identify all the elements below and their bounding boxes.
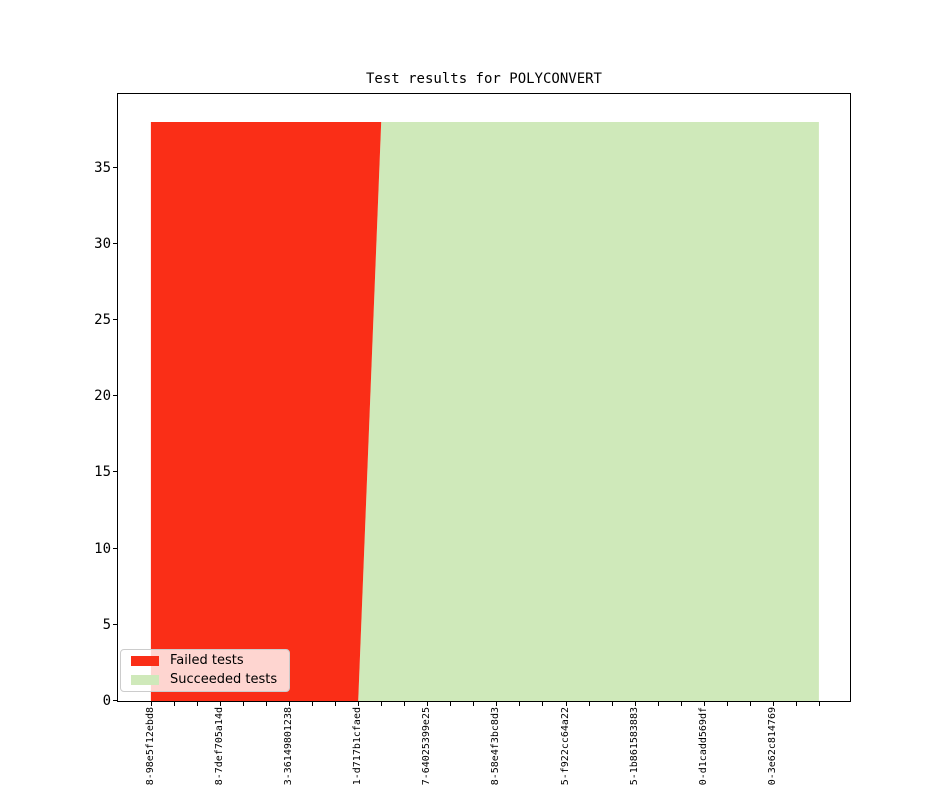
x-tick-label: 8-58e4f3bc8d3 [490, 707, 501, 786]
x-tick [566, 702, 567, 706]
x-tick [542, 702, 543, 706]
x-tick [750, 702, 751, 706]
x-tick-label: 8-7def705a14d [214, 707, 225, 786]
x-tick [381, 702, 382, 706]
y-tick [113, 471, 117, 472]
x-tick [658, 702, 659, 706]
y-tick-label: 30 [94, 236, 111, 252]
y-tick-label: 5 [102, 617, 111, 633]
x-tick [335, 702, 336, 706]
x-tick-label: 5-f922cc64a22 [560, 707, 571, 786]
legend-swatch-0 [131, 656, 159, 666]
x-tick [796, 702, 797, 706]
x-tick [473, 702, 474, 706]
x-tick [681, 702, 682, 706]
x-tick [312, 702, 313, 706]
failed-area [150, 122, 819, 701]
x-tick [727, 702, 728, 706]
x-tick [427, 702, 428, 706]
x-tick [450, 702, 451, 706]
legend-swatch-1 [131, 675, 159, 685]
y-tick [113, 624, 117, 625]
x-tick [220, 702, 221, 706]
y-tick-label: 35 [94, 160, 111, 176]
legend-item-succeeded: Succeeded tests [131, 672, 289, 688]
x-tick [197, 702, 198, 706]
x-tick [266, 702, 267, 706]
y-tick-label: 10 [94, 541, 111, 557]
x-tick [612, 702, 613, 706]
x-tick-label: 0-d1cadd569df [698, 707, 709, 786]
legend-item-failed: Failed tests [131, 653, 289, 669]
x-tick [773, 702, 774, 706]
x-tick [289, 702, 290, 706]
legend-label-failed: Failed tests [170, 653, 244, 668]
x-tick [151, 702, 152, 706]
x-tick [243, 702, 244, 706]
y-tick [113, 395, 117, 396]
x-tick [496, 702, 497, 706]
x-tick-label: 1-d717b1cfaed [352, 707, 363, 786]
x-tick-label: 0-3e62c814769 [767, 707, 778, 786]
x-tick [404, 702, 405, 706]
x-tick [174, 702, 175, 706]
y-tick [113, 243, 117, 244]
x-tick [589, 702, 590, 706]
x-tick [358, 702, 359, 706]
x-tick-label: 5-1b861583883 [629, 707, 640, 786]
x-tick-label: 8-98e5f12ebd8 [145, 707, 156, 786]
plot-area [117, 93, 851, 702]
y-tick [113, 548, 117, 549]
legend: Failed tests Succeeded tests [120, 649, 290, 692]
x-tick-label: 7-64025399e25 [421, 707, 432, 786]
x-tick [819, 702, 820, 706]
y-tick-label: 20 [94, 388, 111, 404]
chart-title: Test results for POLYCONVERT [365, 71, 602, 87]
y-tick [113, 167, 117, 168]
y-tick [113, 700, 117, 701]
stacked-area-chart [150, 122, 819, 701]
x-tick [519, 702, 520, 706]
y-tick-label: 15 [94, 464, 111, 480]
y-tick [113, 319, 117, 320]
legend-label-succeeded: Succeeded tests [170, 672, 278, 687]
x-tick [704, 702, 705, 706]
succeeded-area [150, 122, 819, 701]
y-tick-label: 0 [102, 693, 111, 709]
x-tick-label: 3-36149801238 [283, 707, 294, 786]
x-tick [635, 702, 636, 706]
y-tick-label: 25 [94, 312, 111, 328]
